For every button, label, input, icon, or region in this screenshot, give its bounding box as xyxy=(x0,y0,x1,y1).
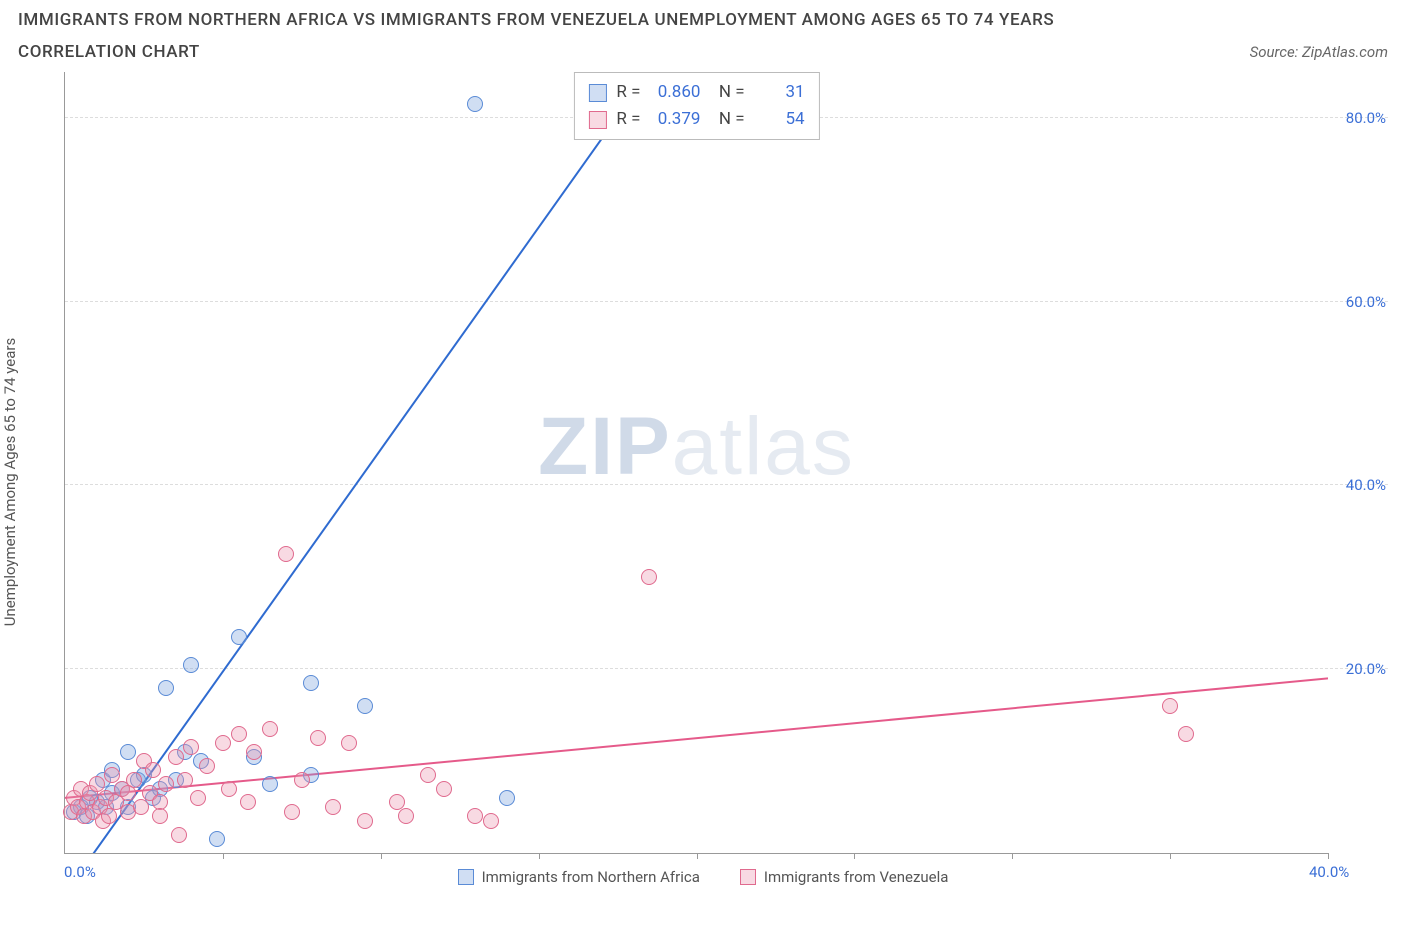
scatter-point xyxy=(499,790,515,806)
scatter-point xyxy=(120,744,136,760)
scatter-point xyxy=(168,749,184,765)
scatter-point xyxy=(262,776,278,792)
scatter-point xyxy=(199,758,215,774)
trend-line xyxy=(81,72,649,853)
x-tick-mark xyxy=(539,853,540,859)
correlation-stats-box: R = 0.860 N = 31 R = 0.379 N = 54 xyxy=(573,72,819,140)
stats-row-series-a: R = 0.860 N = 31 xyxy=(588,79,804,106)
scatter-point xyxy=(231,629,247,645)
scatter-point xyxy=(145,762,161,778)
scatter-point xyxy=(190,790,206,806)
legend-item-series-b: Immigrants from Venezuela xyxy=(740,868,949,886)
gridline-horizontal xyxy=(65,484,1388,485)
scatter-point xyxy=(325,799,341,815)
trend-line xyxy=(65,678,1328,797)
gridline-horizontal xyxy=(65,301,1388,302)
scatter-point xyxy=(1162,698,1178,714)
y-tick-label: 60.0% xyxy=(1332,293,1386,311)
scatter-point xyxy=(357,813,373,829)
stats-swatch-blue xyxy=(588,84,606,102)
chart-subtitle: CORRELATION CHART xyxy=(18,42,200,62)
scatter-point xyxy=(436,781,452,797)
scatter-point xyxy=(262,721,278,737)
gridline-horizontal xyxy=(65,668,1388,669)
source-attribution: Source: ZipAtlas.com xyxy=(1250,43,1388,61)
watermark: ZIPatlas xyxy=(538,400,855,494)
scatter-point xyxy=(246,744,262,760)
scatter-point xyxy=(171,827,187,843)
n-value-b: 54 xyxy=(755,106,805,133)
x-tick-mark xyxy=(223,853,224,859)
scatter-point xyxy=(420,767,436,783)
scatter-point xyxy=(467,96,483,112)
scatter-point xyxy=(209,831,225,847)
scatter-point xyxy=(183,657,199,673)
x-tick-mark xyxy=(697,853,698,859)
scatter-point xyxy=(483,813,499,829)
scatter-point xyxy=(641,569,657,585)
scatter-point xyxy=(183,739,199,755)
scatter-point xyxy=(152,808,168,824)
scatter-point xyxy=(278,546,294,562)
y-axis-label: Unemployment Among Ages 65 to 74 years xyxy=(1,338,19,626)
scatter-point xyxy=(240,794,256,810)
scatter-point xyxy=(310,730,326,746)
scatter-point xyxy=(158,680,174,696)
r-value-a: 0.860 xyxy=(650,79,700,106)
scatter-point xyxy=(101,808,117,824)
scatter-point xyxy=(398,808,414,824)
stats-swatch-pink xyxy=(588,111,606,129)
stats-row-series-b: R = 0.379 N = 54 xyxy=(588,106,804,133)
legend-item-series-a: Immigrants from Northern Africa xyxy=(458,868,700,886)
scatter-point xyxy=(133,799,149,815)
x-tick-mark xyxy=(1328,853,1329,859)
y-tick-label: 80.0% xyxy=(1332,109,1386,127)
x-tick-mark xyxy=(1170,853,1171,859)
scatter-point xyxy=(221,781,237,797)
x-tick-mark xyxy=(381,853,382,859)
scatter-point xyxy=(1178,726,1194,742)
trend-lines-layer xyxy=(65,72,1328,853)
plot-area: ZIPatlas R = 0.860 N = 31 R = 0.379 N = … xyxy=(64,72,1328,854)
legend-swatch-pink xyxy=(740,869,756,885)
legend-label-b: Immigrants from Venezuela xyxy=(764,868,949,886)
scatter-point xyxy=(158,776,174,792)
legend-label-a: Immigrants from Northern Africa xyxy=(482,868,700,886)
scatter-point xyxy=(303,675,319,691)
scatter-point xyxy=(284,804,300,820)
scatter-point xyxy=(467,808,483,824)
chart-title: IMMIGRANTS FROM NORTHERN AFRICA VS IMMIG… xyxy=(18,10,1388,30)
legend: Immigrants from Northern Africa Immigran… xyxy=(18,862,1388,892)
chart-container: Unemployment Among Ages 65 to 74 years Z… xyxy=(18,72,1388,892)
scatter-point xyxy=(294,772,310,788)
n-value-a: 31 xyxy=(755,79,805,106)
x-tick-mark xyxy=(1012,853,1013,859)
r-value-b: 0.379 xyxy=(650,106,700,133)
scatter-point xyxy=(231,726,247,742)
y-tick-label: 40.0% xyxy=(1332,476,1386,494)
x-tick-mark xyxy=(854,853,855,859)
scatter-point xyxy=(177,772,193,788)
scatter-point xyxy=(357,698,373,714)
scatter-point xyxy=(215,735,231,751)
scatter-point xyxy=(120,785,136,801)
y-tick-label: 20.0% xyxy=(1332,660,1386,678)
scatter-point xyxy=(341,735,357,751)
legend-swatch-blue xyxy=(458,869,474,885)
